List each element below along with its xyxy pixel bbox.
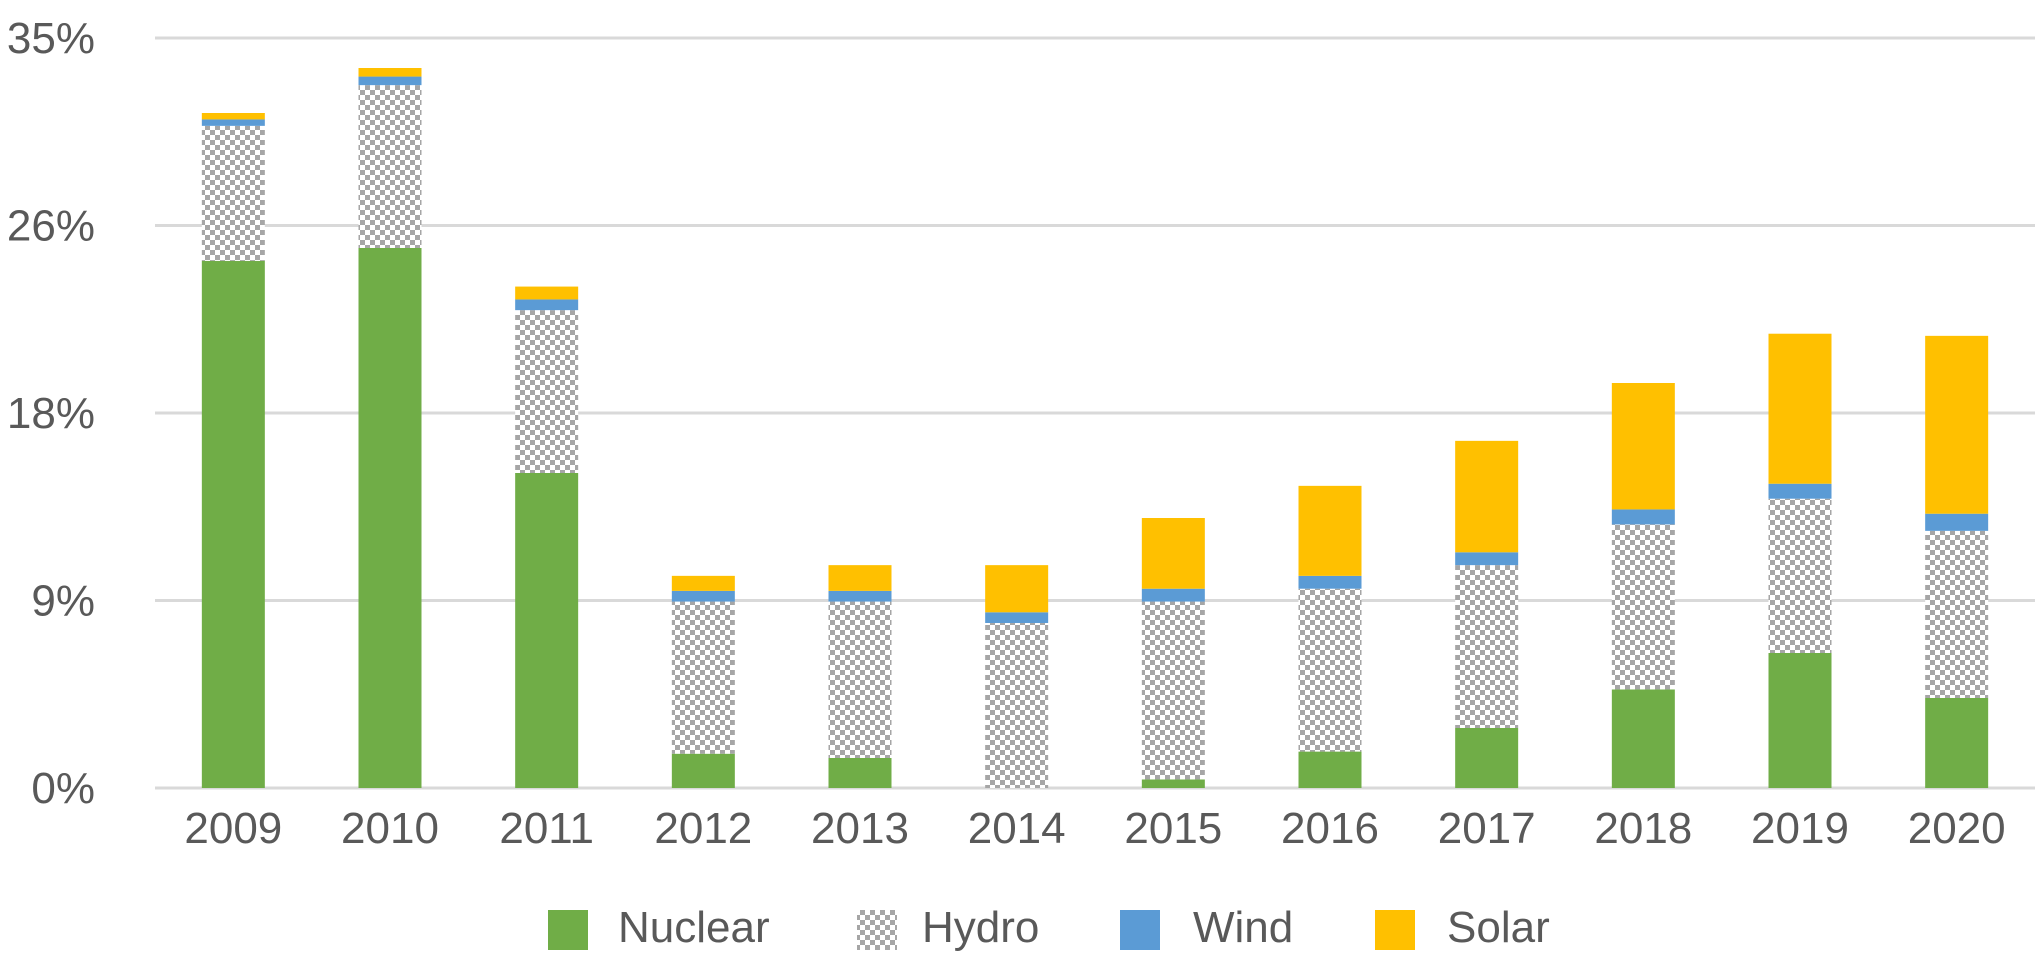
x-tick-label: 2011	[499, 804, 594, 853]
bar-hydro-2014	[985, 623, 1049, 788]
bar-solar-2009	[201, 113, 265, 120]
legend-swatch-wind	[1120, 910, 1160, 950]
legend-label-hydro: Hydro	[922, 903, 1039, 952]
legend-swatch-nuclear	[548, 910, 588, 950]
bar-wind-2019	[1768, 483, 1832, 499]
bar-nuclear-2012	[671, 753, 735, 788]
bar-nuclear-2013	[828, 758, 892, 788]
bar-hydro-2018	[1611, 524, 1675, 690]
x-tick-label: 2010	[341, 804, 439, 853]
y-tick-label: 35%	[7, 14, 95, 63]
bar-solar-2020	[1925, 335, 1989, 514]
bar-solar-2015	[1141, 518, 1205, 589]
gridlines	[155, 36, 2035, 790]
y-tick-label: 0%	[31, 764, 95, 813]
x-tick-label: 2015	[1124, 804, 1222, 853]
bar-wind-2015	[1141, 588, 1205, 602]
bar-wind-2013	[828, 590, 892, 602]
bar-hydro-2019	[1768, 498, 1832, 653]
bar-nuclear-2016	[1298, 751, 1362, 788]
bar-nuclear-2020	[1925, 698, 1989, 788]
y-axis-tick-labels: 0% 9% 18% 26% 35%	[7, 14, 95, 813]
bar-wind-2018	[1611, 509, 1675, 525]
bar-wind-2016	[1298, 575, 1362, 589]
bar-wind-2017	[1455, 552, 1519, 566]
x-tick-label: 2013	[811, 804, 909, 853]
bar-wind-2014	[985, 612, 1049, 623]
y-tick-label: 18%	[7, 389, 95, 438]
bar-hydro-2012	[671, 601, 735, 754]
bars	[201, 68, 1989, 788]
bar-nuclear-2010	[358, 248, 422, 788]
bar-nuclear-2017	[1455, 728, 1519, 788]
bar-wind-2020	[1925, 513, 1989, 531]
bar-hydro-2010	[358, 85, 422, 249]
x-tick-label: 2016	[1281, 804, 1379, 853]
y-tick-label: 9%	[31, 577, 95, 626]
x-tick-label: 2014	[968, 804, 1066, 853]
bar-solar-2019	[1768, 333, 1832, 484]
bar-solar-2010	[358, 68, 422, 77]
x-tick-label: 2020	[1908, 804, 2006, 853]
legend-label-wind: Wind	[1193, 903, 1293, 952]
bar-solar-2011	[515, 286, 579, 300]
legend-swatch-hydro	[857, 910, 897, 950]
bar-nuclear-2018	[1611, 689, 1675, 788]
bar-solar-2016	[1298, 485, 1362, 576]
x-axis-tick-labels: 2009 2010 2011 2012 2013 2014 2015 2016 2017 2018…	[184, 804, 2005, 853]
bar-hydro-2020	[1925, 530, 1989, 698]
legend-label-nuclear: Nuclear	[618, 903, 770, 952]
bar-nuclear-2009	[201, 260, 265, 788]
bar-hydro-2016	[1298, 588, 1362, 752]
x-tick-label: 2009	[184, 804, 282, 853]
x-tick-label: 2019	[1751, 804, 1849, 853]
y-tick-label: 26%	[7, 202, 95, 251]
bar-solar-2018	[1611, 383, 1675, 510]
x-tick-label: 2017	[1438, 804, 1536, 853]
bar-hydro-2011	[515, 310, 579, 473]
legend: Nuclear Hydro Wind Solar	[548, 903, 1550, 952]
legend-label-solar: Solar	[1447, 903, 1550, 952]
bar-solar-2013	[828, 565, 892, 591]
bar-solar-2017	[1455, 440, 1519, 553]
bar-solar-2012	[671, 575, 735, 591]
bar-hydro-2009	[201, 125, 265, 261]
bar-wind-2010	[358, 76, 422, 86]
bar-hydro-2017	[1455, 565, 1519, 728]
bar-nuclear-2019	[1768, 653, 1832, 788]
bar-wind-2009	[201, 119, 265, 126]
legend-swatch-solar	[1375, 910, 1415, 950]
bar-hydro-2013	[828, 601, 892, 758]
bar-hydro-2015	[1141, 601, 1205, 780]
x-tick-label: 2012	[654, 804, 752, 853]
bar-nuclear-2011	[515, 473, 579, 788]
bar-nuclear-2015	[1141, 779, 1205, 788]
bar-wind-2012	[671, 590, 735, 602]
bar-solar-2014	[985, 565, 1049, 613]
x-tick-label: 2018	[1594, 804, 1692, 853]
bar-wind-2011	[515, 299, 579, 311]
